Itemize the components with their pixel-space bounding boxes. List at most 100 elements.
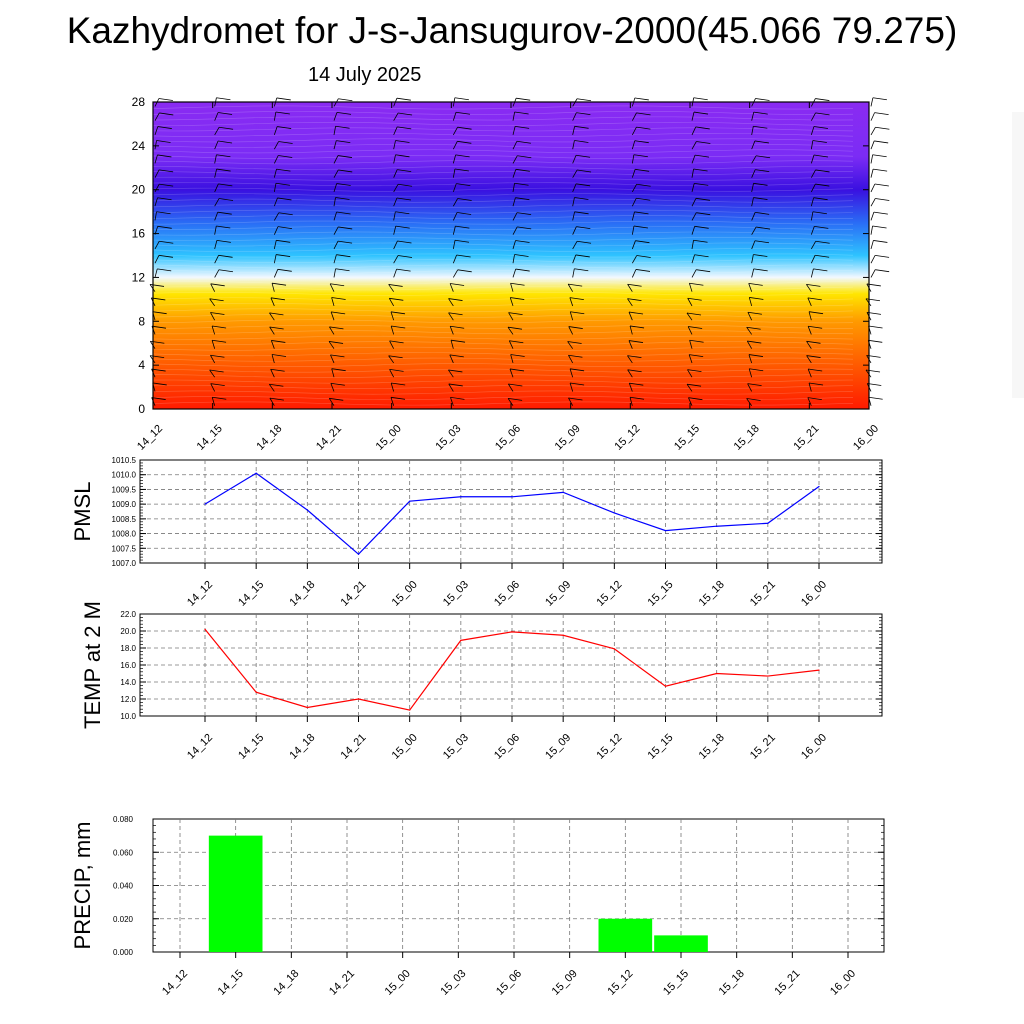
wind-barb <box>393 197 398 207</box>
contour-line <box>152 335 854 340</box>
wind-barb <box>452 226 456 235</box>
wind-barb-flag <box>395 211 410 215</box>
wind-barb-flag <box>636 255 651 258</box>
wind-barb-flag <box>753 125 768 129</box>
contour-line <box>152 187 854 192</box>
wind-barb-flag <box>457 212 472 215</box>
contour-line <box>152 226 854 230</box>
x-tick-label: 15_21 <box>791 423 821 453</box>
wind-barb-flag <box>576 240 592 244</box>
wind-barb <box>631 211 635 221</box>
contour-line <box>152 171 854 176</box>
wind-barb-flag <box>269 383 284 387</box>
wind-barb-flag <box>689 339 704 343</box>
wind-barb <box>452 269 459 278</box>
wind-barb-flag <box>329 326 344 330</box>
contour-line <box>152 165 854 170</box>
wind-barb-flag <box>815 183 830 187</box>
wind-barb-flag <box>815 98 830 101</box>
x-tick-label: 14_18 <box>271 968 301 998</box>
wind-barb <box>333 183 338 193</box>
contour-line <box>152 220 854 225</box>
wind-barb-flag <box>338 226 353 230</box>
wind-barb <box>271 283 275 292</box>
x-tick-label: 15_18 <box>697 732 727 762</box>
data-point <box>511 631 513 633</box>
wind-barb <box>569 311 574 321</box>
wind-barb <box>329 326 335 335</box>
wind-barb <box>810 154 815 164</box>
wind-barb-flag <box>873 211 888 215</box>
x-tick-label: 15_00 <box>390 579 420 609</box>
wind-barb <box>270 297 275 307</box>
contour-line <box>152 275 854 280</box>
wind-barb-flag <box>627 283 642 287</box>
contour-line <box>152 341 854 346</box>
wind-barb-flag <box>628 340 644 343</box>
wind-barb-flag <box>756 226 771 230</box>
wind-barb-flag <box>212 396 227 400</box>
wind-barb-flag <box>812 140 827 143</box>
wind-barb-flag <box>390 396 406 400</box>
wind-barb-flag <box>747 340 762 344</box>
wind-barb-flag <box>210 312 225 315</box>
wind-barb-flag <box>687 369 702 373</box>
wind-barb-flag <box>570 311 585 315</box>
y-tick-label: 12 <box>132 270 146 284</box>
wind-barb-flag <box>277 126 292 129</box>
wind-barb <box>569 368 574 378</box>
wind-barb <box>808 382 812 392</box>
wind-barb-flag <box>868 396 883 400</box>
wind-barb <box>273 212 280 221</box>
wind-barb-flag <box>331 297 346 300</box>
wind-barb <box>807 397 812 406</box>
x-tick-label: 15_09 <box>550 968 580 998</box>
wind-barb <box>211 397 216 406</box>
wind-barb-flag <box>872 225 887 229</box>
wind-barb-flag <box>217 140 233 144</box>
wind-barb-flag <box>696 212 711 216</box>
data-point <box>664 685 667 687</box>
wind-barb-flag <box>216 240 231 243</box>
wind-barb <box>751 140 756 150</box>
wind-barb-flag <box>875 126 890 130</box>
wind-barb-flag <box>508 312 523 315</box>
data-point <box>357 698 360 700</box>
wind-barb <box>870 112 875 121</box>
wind-barb <box>154 154 158 164</box>
wind-barb-flag <box>872 154 887 158</box>
wind-barb <box>154 211 157 221</box>
wind-barb <box>572 126 576 135</box>
contour-line <box>152 308 854 313</box>
wind-barb <box>631 140 636 150</box>
wind-barb-flag <box>807 297 822 301</box>
x-tick-label: 14_15 <box>216 968 246 998</box>
wind-barb-flag <box>157 154 172 158</box>
wind-barb-flag <box>689 282 704 286</box>
wind-barb <box>393 255 399 264</box>
wind-barb <box>751 111 755 121</box>
wind-barb <box>512 226 518 235</box>
wind-barb <box>807 297 812 307</box>
wind-barb-flag <box>517 212 532 216</box>
contour-line <box>152 176 854 181</box>
wind-barb <box>810 183 816 193</box>
wind-barb <box>572 155 577 164</box>
wind-barb <box>748 297 753 307</box>
wind-barb <box>748 354 753 364</box>
wind-barb <box>510 283 514 292</box>
data-point <box>818 669 820 671</box>
y-tick-label: 4 <box>138 358 145 372</box>
wind-barb <box>751 254 754 264</box>
wind-barb <box>631 269 637 278</box>
wind-barb-flag <box>278 212 293 216</box>
wind-barb-flag <box>694 183 709 186</box>
wind-barb-flag <box>577 169 592 173</box>
data-point <box>460 639 462 641</box>
wind-barb-flag <box>627 298 642 301</box>
colorbar <box>1012 112 1024 398</box>
wind-barb <box>688 397 693 406</box>
wind-barb-flag <box>755 211 770 215</box>
wind-barb <box>687 298 693 307</box>
contour-line <box>152 182 854 187</box>
